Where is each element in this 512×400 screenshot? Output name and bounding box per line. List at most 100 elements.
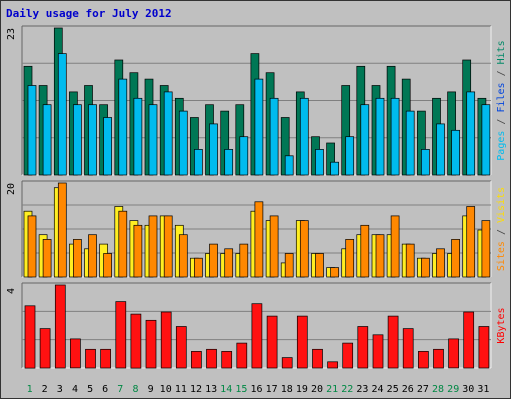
day-label-29: 29	[447, 384, 459, 395]
bar-files-day-14	[224, 149, 234, 176]
legend-label: Hits	[496, 40, 507, 64]
day-label-28: 28	[432, 384, 444, 395]
bar-sites-day-29	[451, 239, 460, 278]
bar-kbytes-day-19	[296, 315, 308, 369]
bar-kbytes-day-7	[115, 301, 127, 369]
bar-kbytes-day-10	[160, 311, 172, 369]
day-label-12: 12	[190, 384, 202, 395]
bar-sites-day-13	[209, 243, 218, 278]
day-label-11: 11	[175, 384, 187, 395]
legend-label: Files	[496, 82, 507, 112]
bar-kbytes-day-26	[402, 328, 414, 369]
bar-kbytes-day-27	[418, 351, 429, 369]
day-label-26: 26	[402, 384, 414, 395]
day-label-20: 20	[311, 384, 323, 395]
bar-kbytes-day-28	[433, 348, 444, 369]
bar-files-day-27	[421, 149, 430, 176]
day-label-9: 9	[148, 384, 154, 395]
panel-legend: Pages / Files / Hits	[496, 40, 507, 160]
bar-sites-day-6	[103, 253, 112, 278]
bar-kbytes-day-31	[478, 326, 490, 369]
bar-sites-day-30	[466, 206, 476, 278]
day-label-30: 30	[462, 384, 474, 395]
panel-visits-sites: 20 Sites / Visits	[6, 180, 507, 278]
day-labels: 1 2 3 4 5 6 7 8 9 10 11 12 13 14 15 16 17 18 19 20 21 22 23 24 2…	[27, 384, 490, 395]
bar-files-day-30	[466, 91, 476, 176]
bar-files-day-16	[254, 78, 264, 176]
bar-sites-day-17	[269, 215, 279, 278]
day-label-14: 14	[220, 384, 232, 395]
panel-legend: Sites / Visits	[496, 187, 507, 271]
day-label-21: 21	[326, 384, 338, 395]
bar-files-day-3	[57, 53, 67, 176]
bar-kbytes-day-1	[24, 305, 36, 369]
day-label-6: 6	[102, 384, 108, 395]
bar-sites-day-28	[436, 248, 445, 278]
bar-kbytes-day-8	[130, 313, 142, 369]
bar-sites-day-7	[118, 210, 128, 278]
chart-title: Daily usage for July 2012	[6, 7, 172, 20]
day-label-23: 23	[356, 384, 368, 395]
bar-sites-day-15	[239, 243, 249, 278]
bar-kbytes-day-18	[281, 357, 293, 369]
bar-files-day-8	[133, 97, 143, 176]
legend-label: Sites	[496, 241, 507, 271]
bar-files-day-2	[42, 104, 52, 176]
panel-max-label: 20	[6, 183, 17, 195]
bar-files-day-12	[194, 149, 203, 176]
bar-sites-day-14	[224, 248, 234, 278]
bar-kbytes-day-16	[251, 303, 263, 369]
bar-sites-day-18	[284, 253, 294, 278]
panel-hits-files-pages: 23 Pages / Files / Hits	[6, 25, 507, 176]
bar-files-day-18	[284, 155, 294, 176]
bar-files-day-13	[209, 123, 218, 176]
day-label-27: 27	[417, 384, 429, 395]
day-label-8: 8	[132, 384, 138, 395]
bar-sites-day-27	[421, 257, 430, 278]
bar-kbytes-day-2	[39, 328, 51, 369]
bar-files-day-15	[239, 136, 249, 176]
legend-label: /	[496, 113, 507, 131]
bar-sites-day-12	[194, 257, 203, 278]
panel-legend: KBytes	[496, 307, 507, 343]
bar-sites-day-22	[345, 239, 355, 278]
bar-files-day-31	[481, 104, 491, 176]
bar-sites-day-19	[299, 220, 309, 278]
bar-sites-day-31	[481, 220, 491, 278]
day-label-25: 25	[387, 384, 399, 395]
bar-kbytes-day-14	[221, 351, 233, 369]
day-label-24: 24	[371, 384, 383, 395]
bar-files-day-24	[375, 97, 385, 176]
bar-kbytes-day-24	[372, 334, 384, 369]
bar-sites-day-24	[375, 234, 385, 278]
bar-sites-day-11	[178, 234, 188, 278]
bar-files-day-23	[360, 104, 370, 176]
day-label-4: 4	[72, 384, 78, 395]
bar-sites-day-16	[254, 201, 264, 278]
bar-files-day-10	[163, 91, 173, 176]
bar-kbytes-day-3	[54, 284, 66, 369]
bar-files-day-11	[178, 110, 188, 176]
bar-files-day-20	[315, 149, 324, 176]
bar-files-day-25	[390, 97, 400, 176]
bar-kbytes-day-22	[342, 342, 354, 369]
bar-kbytes-day-13	[206, 348, 217, 369]
bar-files-day-22	[345, 136, 355, 176]
bar-sites-day-3	[57, 182, 67, 278]
bar-kbytes-day-11	[175, 326, 187, 369]
bar-sites-day-8	[133, 224, 143, 278]
bar-sites-day-25	[390, 215, 400, 278]
day-label-7: 7	[117, 384, 123, 395]
panel-max-label: 4	[6, 288, 17, 294]
day-label-31: 31	[477, 384, 489, 395]
day-label-22: 22	[341, 384, 353, 395]
bar-sites-day-21	[330, 267, 339, 278]
bar-sites-day-5	[88, 234, 97, 278]
chart-panels: 23 Pages / Files / Hits 20 Sites / Visits 4 K…	[6, 25, 507, 369]
day-label-2: 2	[42, 384, 48, 395]
bar-kbytes-day-15	[236, 342, 248, 369]
bar-files-day-19	[299, 97, 309, 176]
bar-kbytes-day-17	[266, 315, 278, 369]
bar-sites-day-23	[360, 224, 370, 278]
